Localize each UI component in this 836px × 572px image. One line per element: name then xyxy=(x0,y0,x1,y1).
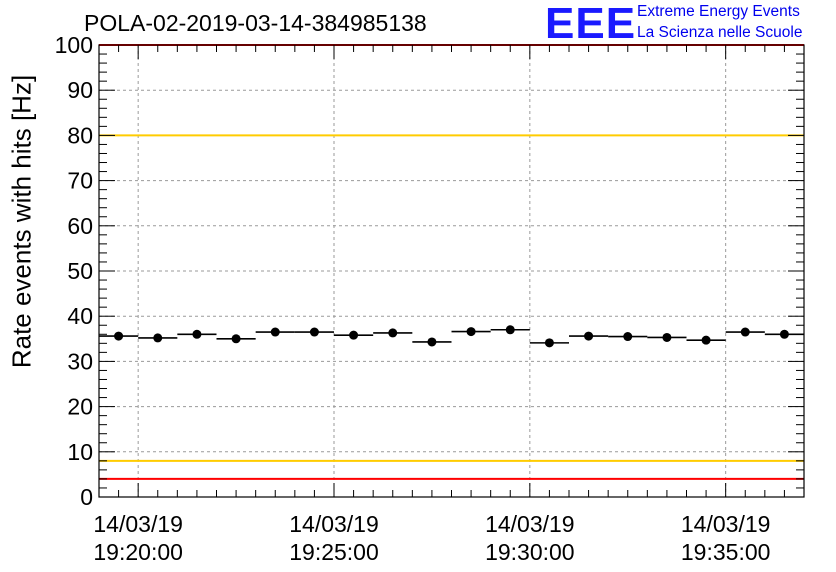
data-point xyxy=(544,338,554,348)
plot-frame xyxy=(98,44,805,498)
data-point xyxy=(466,327,476,337)
axis-ticks xyxy=(98,44,805,498)
data-point xyxy=(584,331,594,341)
y-axis-label: Rate events with hits [Hz] xyxy=(6,74,37,369)
data-point xyxy=(662,332,672,342)
y-tick-labels: 0 10 20 30 40 50 60 70 80 90 100 xyxy=(55,32,93,510)
chart-title: POLA-02-2019-03-14-384985138 xyxy=(84,10,427,36)
data-point xyxy=(153,333,163,343)
y-tick-label: 10 xyxy=(67,439,93,465)
y-tick-label: 90 xyxy=(67,77,93,103)
data-point xyxy=(192,329,202,339)
y-tick-label: 20 xyxy=(67,394,93,420)
data-point xyxy=(505,325,515,335)
y-tick-label: 100 xyxy=(55,32,93,58)
data-series xyxy=(99,325,804,348)
y-tick-label: 0 xyxy=(80,484,93,510)
x-tick-time: 19:25:00 xyxy=(289,539,379,565)
data-point xyxy=(701,335,711,345)
x-tick-date: 14/03/19 xyxy=(289,511,379,537)
data-point xyxy=(114,331,124,341)
x-tick-time: 19:35:00 xyxy=(681,539,771,565)
data-point xyxy=(270,327,280,337)
data-point xyxy=(231,334,241,344)
x-tick-time: 19:20:00 xyxy=(93,539,183,565)
y-tick-label: 80 xyxy=(67,122,93,148)
y-tick-label: 30 xyxy=(67,348,93,374)
y-tick-label: 50 xyxy=(67,258,93,284)
x-tick-date: 14/03/19 xyxy=(681,511,771,537)
data-point xyxy=(427,337,437,347)
x-tick-labels: 14/03/1919:20:0014/03/1919:25:0014/03/19… xyxy=(93,511,770,565)
eee-logo: EEE xyxy=(545,0,637,48)
data-point xyxy=(349,330,359,340)
grid xyxy=(99,45,804,497)
reference-lines xyxy=(99,44,804,480)
data-point xyxy=(740,327,750,337)
y-tick-label: 60 xyxy=(67,213,93,239)
x-tick-date: 14/03/19 xyxy=(93,511,183,537)
logo-subtitle-2: La Scienza nelle Scuole xyxy=(637,24,803,41)
y-tick-label: 40 xyxy=(67,303,93,329)
x-tick-time: 19:30:00 xyxy=(485,539,575,565)
x-tick-date: 14/03/19 xyxy=(485,511,575,537)
data-point xyxy=(309,327,319,337)
data-point xyxy=(388,328,398,338)
logo-subtitle-1: Extreme Energy Events xyxy=(637,3,800,20)
y-tick-label: 70 xyxy=(67,168,93,194)
data-point xyxy=(779,329,789,339)
axes-box xyxy=(98,44,805,498)
data-point xyxy=(623,332,633,342)
